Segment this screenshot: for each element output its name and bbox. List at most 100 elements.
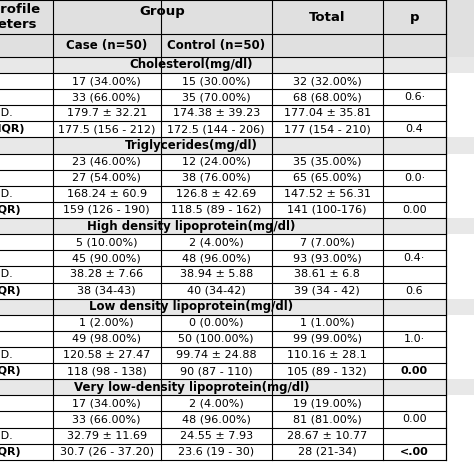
Text: 105 (89 - 132): 105 (89 - 132) — [287, 366, 367, 376]
Bar — [0, 218, 474, 234]
Bar — [0, 154, 474, 170]
Text: 90 (87 - 110): 90 (87 - 110) — [180, 366, 253, 376]
Text: Median(IQR): Median(IQR) — [0, 366, 20, 376]
Text: Parameters: Parameters — [0, 18, 38, 31]
Text: 93 (93.00%): 93 (93.00%) — [293, 253, 362, 264]
Text: 23 (46.00%): 23 (46.00%) — [73, 156, 141, 167]
Text: 49 (98.00%): 49 (98.00%) — [72, 334, 141, 344]
Text: 40 (34-42): 40 (34-42) — [187, 285, 246, 296]
Bar — [0, 444, 474, 460]
Text: 0.4·: 0.4· — [404, 253, 425, 264]
Text: Group: Group — [139, 5, 185, 18]
Text: 0.00: 0.00 — [401, 366, 428, 376]
Text: Mean ± S.D.: Mean ± S.D. — [0, 430, 13, 441]
Bar — [0, 379, 474, 395]
Text: 172.5 (144 - 206): 172.5 (144 - 206) — [167, 124, 265, 135]
Text: Cholesterol(mg/dl): Cholesterol(mg/dl) — [129, 58, 253, 72]
Text: Control (n=50): Control (n=50) — [167, 39, 265, 52]
Text: 141 (100-176): 141 (100-176) — [287, 205, 367, 215]
Text: 24.55 ± 7.93: 24.55 ± 7.93 — [180, 430, 253, 441]
Text: 118 (98 - 138): 118 (98 - 138) — [67, 366, 146, 376]
Text: Mean ± S.D.: Mean ± S.D. — [0, 269, 13, 280]
Text: 27 (54.00%): 27 (54.00%) — [72, 173, 141, 183]
Text: 50 (100.00%): 50 (100.00%) — [178, 334, 254, 344]
Text: 23.6 (19 - 30): 23.6 (19 - 30) — [178, 447, 254, 457]
Text: 147.52 ± 56.31: 147.52 ± 56.31 — [283, 189, 371, 199]
Text: 99.74 ± 24.88: 99.74 ± 24.88 — [176, 350, 256, 360]
Text: 35 (35.00%): 35 (35.00%) — [293, 156, 361, 167]
Text: <.00: <.00 — [400, 447, 429, 457]
Text: 110.16 ± 28.1: 110.16 ± 28.1 — [287, 350, 367, 360]
Text: 7 (7.00%): 7 (7.00%) — [300, 237, 355, 247]
Text: 38 (76.00%): 38 (76.00%) — [182, 173, 251, 183]
Text: Triglycerides(mg/dl): Triglycerides(mg/dl) — [125, 139, 258, 152]
Text: Lipid Profile: Lipid Profile — [0, 3, 40, 16]
Text: 33 (66.00%): 33 (66.00%) — [73, 92, 141, 102]
Bar — [0, 121, 474, 137]
Text: 28 (21-34): 28 (21-34) — [298, 447, 356, 457]
Bar — [0, 315, 474, 331]
Bar — [0, 299, 474, 315]
Text: 48 (96.00%): 48 (96.00%) — [182, 253, 251, 264]
Text: 2 (4.00%): 2 (4.00%) — [189, 398, 244, 409]
Bar — [0, 34, 474, 57]
Text: Low density lipoprotein(mg/dl): Low density lipoprotein(mg/dl) — [89, 300, 293, 313]
Bar — [0, 89, 474, 105]
Text: 30.7 (26 - 37.20): 30.7 (26 - 37.20) — [60, 447, 154, 457]
Text: 1 (2.00%): 1 (2.00%) — [80, 318, 134, 328]
Text: 32 (32.00%): 32 (32.00%) — [293, 76, 362, 86]
Bar — [0, 428, 474, 444]
Text: Total: Total — [309, 10, 346, 24]
Text: 177 (154 - 210): 177 (154 - 210) — [284, 124, 371, 135]
Text: Mean ± S.D.: Mean ± S.D. — [0, 108, 13, 118]
Text: Median(IQR): Median(IQR) — [0, 285, 20, 296]
Text: Median (IQR): Median (IQR) — [0, 124, 24, 135]
Bar — [0, 57, 474, 73]
Text: 15 (30.00%): 15 (30.00%) — [182, 76, 250, 86]
Text: 120.58 ± 27.47: 120.58 ± 27.47 — [63, 350, 150, 360]
Text: 2 (4.00%): 2 (4.00%) — [189, 237, 244, 247]
Text: 45 (90.00%): 45 (90.00%) — [73, 253, 141, 264]
Text: Mean ± S.D.: Mean ± S.D. — [0, 350, 13, 360]
Text: 17 (34.00%): 17 (34.00%) — [73, 76, 141, 86]
Text: 0.00: 0.00 — [402, 205, 427, 215]
Bar — [0, 363, 474, 379]
Text: 118.5 (89 - 162): 118.5 (89 - 162) — [171, 205, 261, 215]
Text: High density lipoprotein(mg/dl): High density lipoprotein(mg/dl) — [87, 219, 295, 233]
Bar — [0, 395, 474, 411]
Text: 39 (34 - 42): 39 (34 - 42) — [294, 285, 360, 296]
Text: 99 (99.00%): 99 (99.00%) — [292, 334, 362, 344]
Bar — [0, 250, 474, 266]
Text: 159 (126 - 190): 159 (126 - 190) — [64, 205, 150, 215]
Bar — [0, 170, 474, 186]
Text: 17 (34.00%): 17 (34.00%) — [73, 398, 141, 409]
Text: 38.61 ± 6.8: 38.61 ± 6.8 — [294, 269, 360, 280]
Text: 0.4: 0.4 — [406, 124, 423, 135]
Text: 174.38 ± 39.23: 174.38 ± 39.23 — [173, 108, 260, 118]
Text: 177.5 (156 - 212): 177.5 (156 - 212) — [58, 124, 155, 135]
Text: Very low-density lipoprotein(mg/dl): Very low-density lipoprotein(mg/dl) — [73, 381, 309, 394]
Bar — [0, 186, 474, 202]
Text: 179.7 ± 32.21: 179.7 ± 32.21 — [66, 108, 147, 118]
Text: 0.00: 0.00 — [402, 414, 427, 425]
Bar — [0, 0, 474, 34]
Text: 0.0·: 0.0· — [404, 173, 425, 183]
Text: 28.67 ± 10.77: 28.67 ± 10.77 — [287, 430, 367, 441]
Text: Case (n=50): Case (n=50) — [66, 39, 147, 52]
Text: 0 (0.00%): 0 (0.00%) — [189, 318, 244, 328]
Text: Median(IQR): Median(IQR) — [0, 447, 20, 457]
Text: 126.8 ± 42.69: 126.8 ± 42.69 — [176, 189, 256, 199]
Bar — [0, 347, 474, 363]
Text: 38.94 ± 5.88: 38.94 ± 5.88 — [180, 269, 253, 280]
Bar — [0, 283, 474, 299]
Bar — [0, 411, 474, 428]
Bar — [0, 105, 474, 121]
Text: 38 (34-43): 38 (34-43) — [77, 285, 136, 296]
Text: 0.6: 0.6 — [406, 285, 423, 296]
Text: 5 (10.00%): 5 (10.00%) — [76, 237, 137, 247]
Bar — [0, 266, 474, 283]
Text: 65 (65.00%): 65 (65.00%) — [293, 173, 361, 183]
Text: 19 (19.00%): 19 (19.00%) — [293, 398, 362, 409]
Bar — [0, 137, 474, 154]
Bar — [0, 202, 474, 218]
